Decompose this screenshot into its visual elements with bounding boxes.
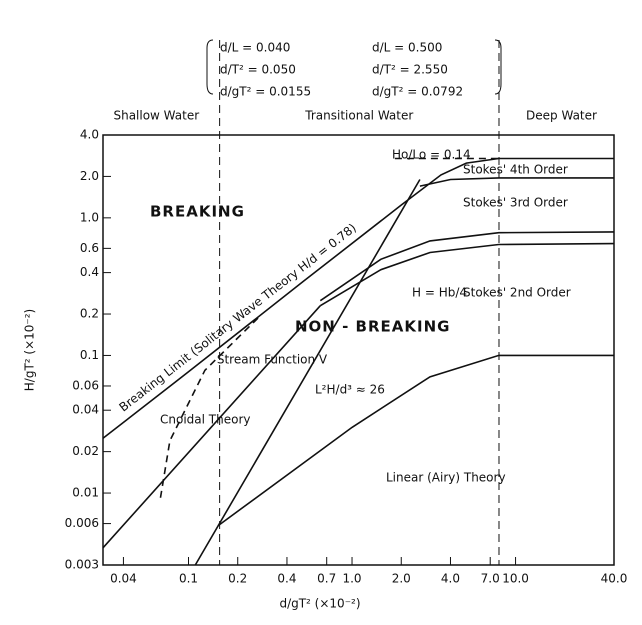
y-tick-label: 0.006	[65, 516, 99, 530]
annotation: H = Hb/4	[412, 286, 467, 300]
annotation: Stokes' 4th Order	[463, 163, 568, 177]
depth-limit: d/T² = 2.550	[372, 63, 448, 77]
y-tick-label: 4.0	[80, 128, 99, 142]
y-tick-label: 0.2	[80, 307, 99, 321]
y-tick-label: 0.06	[72, 378, 99, 392]
annotation: Linear (Airy) Theory	[386, 471, 506, 485]
x-tick-label: 4.0	[441, 572, 460, 586]
y-tick-label: 0.04	[72, 403, 99, 417]
x-tick-label: 0.04	[110, 572, 137, 586]
y-axis-label: H/gT² (×10⁻²)	[23, 309, 37, 391]
curve	[194, 179, 421, 566]
annotation: Cnoidal Theory	[160, 413, 250, 427]
curve	[102, 305, 321, 549]
curve	[217, 354, 614, 527]
y-tick-label: 0.1	[80, 348, 99, 362]
x-tick-label: 0.2	[228, 572, 247, 586]
annotation: L²H/d³ ≈ 26	[315, 383, 385, 397]
annotation: Ho/Lo = 0.14	[392, 148, 471, 162]
depth-limit: d/gT² = 0.0155	[220, 85, 311, 99]
annotation: Stream Function V	[217, 353, 328, 367]
y-tick-label: 0.6	[80, 241, 99, 255]
limit-brackets	[206, 39, 502, 95]
region-label: Shallow Water	[113, 109, 199, 123]
y-tick-label: 0.003	[65, 558, 99, 572]
plot-frame	[102, 134, 615, 566]
x-tick-label: 0.4	[277, 572, 296, 586]
y-tick-label: 0.01	[72, 486, 99, 500]
x-tick-label: 0.7	[317, 572, 336, 586]
curve	[419, 177, 614, 187]
depth-limit: d/T² = 0.050	[220, 63, 296, 77]
y-tick-label: 2.0	[80, 169, 99, 183]
region-label: Deep Water	[526, 109, 597, 123]
depth-limit: d/L = 0.040	[220, 41, 290, 55]
annotation: BREAKING	[150, 203, 245, 221]
x-tick-label: 1.0	[342, 572, 361, 586]
x-tick-label: 10.0	[502, 572, 529, 586]
x-tick-label: 7.0	[481, 572, 500, 586]
annotation: NON - BREAKING	[295, 318, 450, 336]
x-axis-label: d/gT² (×10⁻²)	[279, 597, 360, 611]
x-tick-label: 40.0	[601, 572, 628, 586]
x-tick-label: 2.0	[392, 572, 411, 586]
annotation: Stokes' 3rd Order	[463, 196, 568, 210]
y-tick-label: 0.4	[80, 265, 99, 279]
curve	[319, 231, 615, 302]
curve	[159, 317, 259, 501]
y-tick-label: 0.02	[72, 444, 99, 458]
depth-limit: d/gT² = 0.0792	[372, 85, 463, 99]
y-tick-label: 1.0	[80, 210, 99, 224]
x-tick-label: 0.1	[179, 572, 198, 586]
depth-limit: d/L = 0.500	[372, 41, 442, 55]
annotation: Stokes' 2nd Order	[463, 286, 571, 300]
region-label: Transitional Water	[304, 109, 413, 123]
